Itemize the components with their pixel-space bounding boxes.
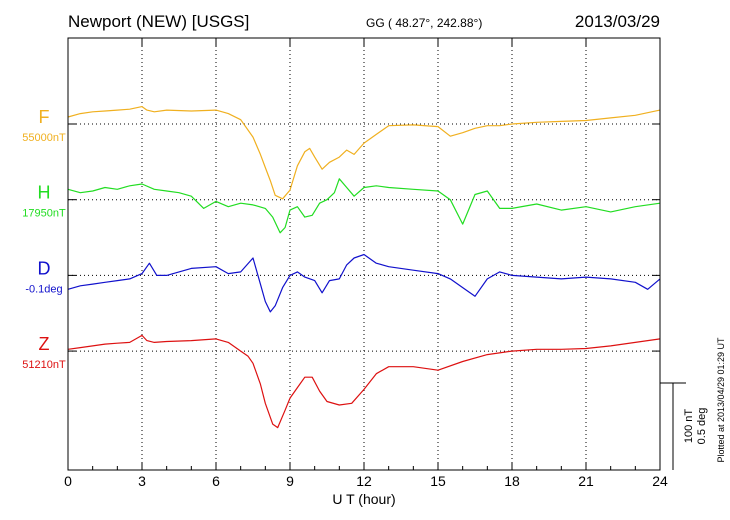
series-h-baseline-label: 17950nT [22,208,66,220]
series-z-label: Z [39,334,50,354]
series-d-label: D [38,258,51,278]
series-d-line [67,253,661,313]
x-tick-label: 6 [212,473,220,489]
series-d-baseline-label: -0.1deg [25,283,62,295]
scale-bar: 100 nT 0.5 deg [660,382,708,470]
series-z-baseline-label: 51210nT [22,359,66,371]
x-tick-label: 9 [286,473,294,489]
series-f-label: F [39,107,50,127]
scale-nt-label: 100 nT [683,409,695,444]
x-tick-label: 18 [504,473,520,489]
series-layer [67,105,661,429]
date-label: 2013/03/29 [575,12,660,31]
x-tick-label: 15 [430,473,446,489]
x-tick-label: 24 [652,473,668,489]
coordinates-label: GG ( 48.27°, 242.88°) [366,16,482,30]
x-tick-label: 0 [64,473,72,489]
x-axis: 0 3 6 9 12 15 18 21 24 [64,38,668,489]
x-axis-label: U T (hour) [332,491,395,507]
series-h-line [67,178,661,234]
series-f-baseline-label: 55000nT [22,132,66,144]
component-labels: F 55000nT H 17950nT D -0.1deg Z 51210nT [22,107,66,371]
plot-frame [67,37,661,471]
series-h-label: H [38,183,51,203]
chart-title: Newport (NEW) [USGS] [68,12,249,31]
x-tick-label: 3 [138,473,146,489]
scale-deg-label: 0.5 deg [696,408,708,445]
x-tick-label: 21 [578,473,594,489]
plotted-at-note: Plotted at 2013/04/29 01:29 UT [716,337,726,463]
series-f-line [67,105,661,200]
series-z-line [67,334,661,429]
x-tick-label: 12 [356,473,372,489]
